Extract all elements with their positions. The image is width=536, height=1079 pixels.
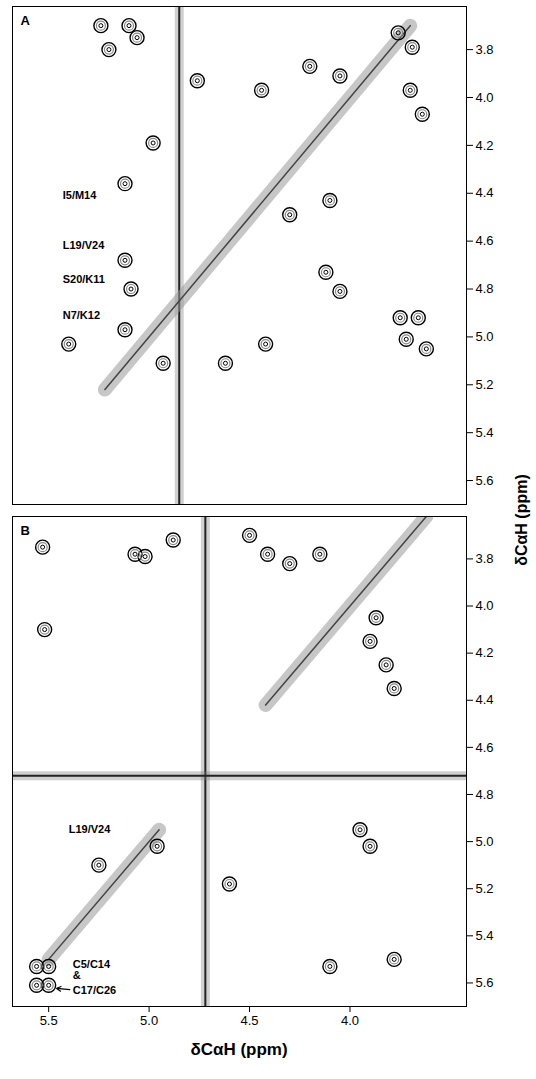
- svg-text:3.8: 3.8: [476, 42, 494, 57]
- svg-text:S20/K11: S20/K11: [63, 273, 105, 285]
- svg-text:L19/V24: L19/V24: [63, 239, 105, 251]
- svg-text:I5/M14: I5/M14: [63, 189, 98, 201]
- svg-text:4.6: 4.6: [476, 740, 494, 755]
- svg-text:5.6: 5.6: [476, 975, 494, 990]
- svg-text:4.2: 4.2: [476, 138, 494, 153]
- svg-text:&: &: [73, 969, 81, 981]
- svg-text:5.2: 5.2: [476, 377, 494, 392]
- svg-text:4.4: 4.4: [476, 692, 494, 707]
- svg-text:4.2: 4.2: [476, 645, 494, 660]
- svg-text:4.0: 4.0: [476, 598, 494, 613]
- svg-text:5.2: 5.2: [476, 881, 494, 896]
- svg-text:4.8: 4.8: [476, 787, 494, 802]
- svg-text:C5/C14: C5/C14: [73, 958, 111, 970]
- svg-text:5.4: 5.4: [476, 425, 494, 440]
- svg-text:N7/K12: N7/K12: [63, 309, 100, 321]
- svg-text:B: B: [21, 523, 30, 538]
- svg-text:5.0: 5.0: [140, 1013, 158, 1028]
- svg-text:5.0: 5.0: [476, 329, 494, 344]
- svg-text:5.6: 5.6: [476, 473, 494, 488]
- svg-text:4.8: 4.8: [476, 281, 494, 296]
- svg-text:3.8: 3.8: [476, 551, 494, 566]
- svg-text:4.6: 4.6: [476, 233, 494, 248]
- svg-text:5.4: 5.4: [476, 928, 494, 943]
- svg-text:5.0: 5.0: [476, 834, 494, 849]
- svg-text:4.0: 4.0: [476, 90, 494, 105]
- svg-text:L19/V24: L19/V24: [69, 823, 111, 835]
- svg-text:A: A: [21, 13, 31, 28]
- svg-text:4.4: 4.4: [476, 185, 494, 200]
- svg-text:4.5: 4.5: [241, 1013, 259, 1028]
- html-text:δCαH (ppm): δCαH (ppm): [190, 1040, 288, 1059]
- svg-text:5.5: 5.5: [40, 1013, 58, 1028]
- svg-text:4.0: 4.0: [341, 1013, 359, 1028]
- svg-text:C17/C26: C17/C26: [73, 984, 116, 996]
- html-text:δCαH (ppm): δCαH (ppm): [513, 474, 530, 566]
